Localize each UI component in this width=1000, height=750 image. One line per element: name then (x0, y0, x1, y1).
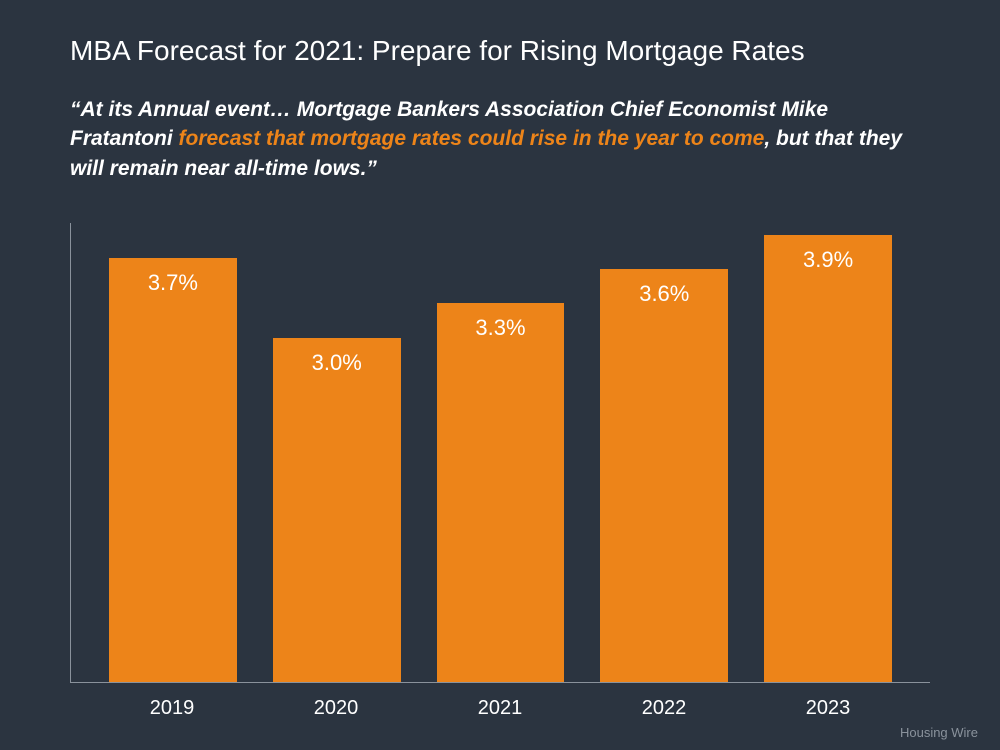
bar-value-label: 3.0% (312, 350, 362, 376)
bar: 3.0% (273, 338, 401, 682)
bar-slot: 3.7% (91, 223, 255, 682)
bar-value-label: 3.6% (639, 281, 689, 307)
x-axis-labels: 20192020202120222023 (70, 683, 930, 720)
quote-highlight: forecast that mortgage rates could rise … (179, 127, 765, 150)
bar-chart: 3.7% 3.0% 3.3% 3.6% 3.9% 2019202020212022202… (70, 223, 930, 720)
bar-slot: 3.0% (255, 223, 419, 682)
pull-quote: “At its Annual event… Mortgage Bankers A… (70, 95, 930, 183)
bar: 3.9% (764, 235, 892, 682)
bar-value-label: 3.9% (803, 247, 853, 273)
page-title: MBA Forecast for 2021: Prepare for Risin… (70, 35, 930, 67)
bar: 3.7% (109, 258, 237, 682)
x-axis-label: 2022 (582, 697, 746, 720)
bar: 3.3% (437, 303, 565, 682)
source-attribution: Housing Wire (900, 725, 978, 740)
x-axis-label: 2019 (90, 697, 254, 720)
bar-slot: 3.9% (746, 223, 910, 682)
x-axis-label: 2020 (254, 697, 418, 720)
bar-value-label: 3.7% (148, 270, 198, 296)
x-axis-label: 2021 (418, 697, 582, 720)
x-axis-label: 2023 (746, 697, 910, 720)
bar: 3.6% (600, 269, 728, 682)
bars-row: 3.7% 3.0% 3.3% 3.6% 3.9% (70, 223, 930, 683)
slide-container: MBA Forecast for 2021: Prepare for Risin… (0, 0, 1000, 750)
bar-value-label: 3.3% (475, 315, 525, 341)
bar-slot: 3.6% (582, 223, 746, 682)
bar-slot: 3.3% (419, 223, 583, 682)
